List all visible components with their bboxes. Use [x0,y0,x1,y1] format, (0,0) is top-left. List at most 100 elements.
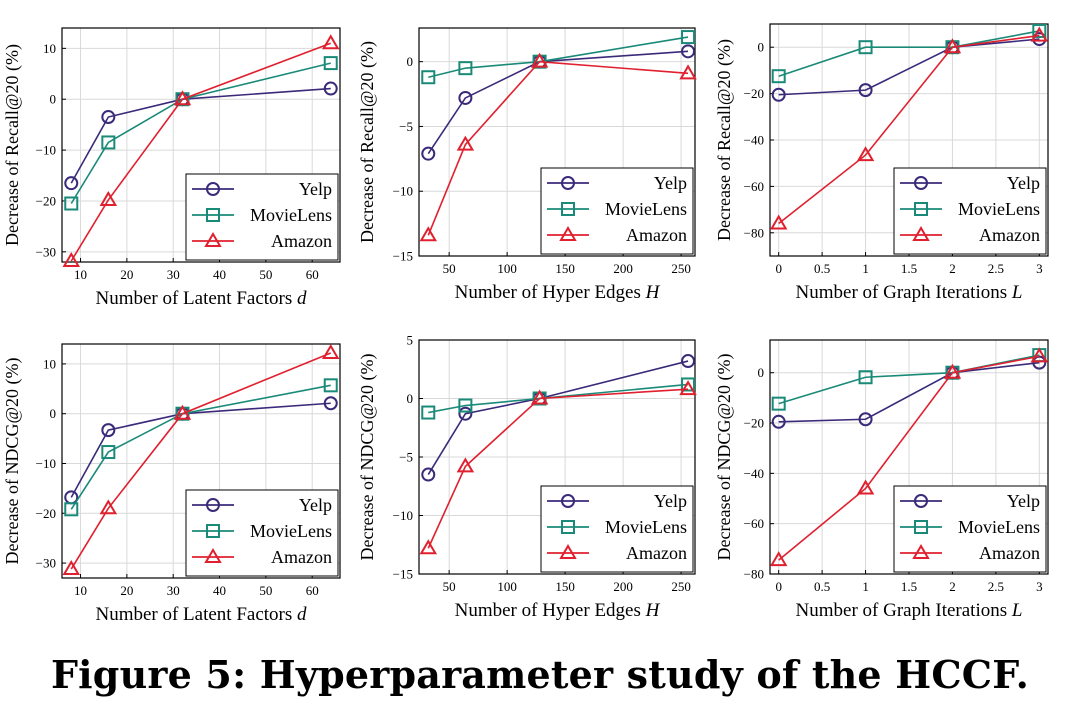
data-point-yelp [771,87,786,102]
legend-marker-movielens [914,202,928,216]
x-tick-label: 1.5 [901,579,917,594]
x-tick-label: 50 [259,267,272,282]
x-tick-label: 2.5 [988,579,1004,594]
x-tick-label: 200 [613,261,633,276]
x-axis-label: Number of Latent Factors d [95,288,307,309]
x-tick-label: 2 [949,579,956,594]
legend-label-yelp: Yelp [1007,173,1040,193]
y-axis-ticks: −15 −10 −5 0 [393,54,423,264]
y-tick-label: −15 [393,249,413,264]
y-tick-label: −10 [36,143,56,158]
data-point-amazon [679,64,697,80]
legend: Yelp MovieLens Amazon [185,489,339,577]
legend-marker-yelp [206,182,220,196]
data-point-amazon [769,214,788,230]
x-axis-ticks: 0 0.5 1 1.5 2 2.5 3 [775,252,1043,276]
x-tick-label: 0 [775,261,782,276]
data-point-yelp [771,414,786,429]
series-movielens [64,56,338,211]
x-axis-label: Number of Graph Iterations L [796,282,1023,303]
y-tick-label: −10 [36,456,56,471]
legend: Yelp MovieLens Amazon [185,173,339,261]
y-tick-label: 0 [758,40,765,55]
data-point-movielens [458,398,473,413]
x-tick-label: 50 [443,579,456,594]
legend-label-movielens: MovieLens [605,199,687,219]
legend-marker-yelp [914,494,928,508]
x-tick-label: 1.5 [901,261,917,276]
data-point-yelp [458,406,473,421]
data-point-amazon [419,226,438,242]
y-axis-ticks: −30 −20 −10 0 10 [36,41,66,259]
x-tick-label: 30 [167,583,180,598]
x-axis-ticks: 0 0.5 1 1.5 2 2.5 3 [775,570,1043,594]
chart-ndcg-graph-iterations: 0 0.5 1 1.5 2 2.5 3 −80 −60 −40 −20 0 Number of Grap… [714,339,1049,621]
data-point-yelp [64,176,79,191]
x-tick-label: 150 [555,261,575,276]
legend: Yelp MovieLens Amazon [540,167,694,255]
x-axis-ticks: 50 100 150 200 250 [443,252,691,276]
legend-marker-movielens [206,524,220,538]
x-tick-label: 50 [443,261,456,276]
legend-label-movielens: MovieLens [250,205,332,225]
y-tick-label: −20 [744,416,764,431]
x-tick-label: 60 [306,583,319,598]
y-axis-label: Decrease of Recall@20 (%) [357,41,378,243]
series-line-amazon [427,388,689,549]
chart-recall-hyper-edges: 50 100 150 200 250 −15 −10 −5 0 Number of Hyper E… [357,27,697,303]
data-point-yelp [421,146,436,161]
data-point-amazon [856,479,875,495]
y-tick-label: −30 [36,556,56,571]
legend: Yelp MovieLens Amazon [893,485,1047,573]
series-line-amazon [427,60,689,236]
data-point-yelp [323,81,338,96]
data-point-amazon [173,90,192,106]
data-point-yelp [458,90,473,105]
data-point-amazon [456,457,475,473]
y-axis-label: Decrease of NDCG@20 (%) [2,357,23,564]
series-line-yelp [427,360,689,475]
plot-frame [61,343,341,579]
legend-label-amazon: Amazon [271,231,332,251]
y-tick-label: −5 [399,450,413,465]
y-tick-label: 0 [758,365,765,380]
legend-label-movielens: MovieLens [250,521,332,541]
figure-caption: Figure 5: Hyperparameter study of the HC… [50,652,1030,697]
legend-marker-yelp [914,176,928,190]
x-axis-ticks: 10 20 30 40 50 60 [74,258,319,282]
x-tick-label: 0 [775,579,782,594]
data-point-amazon [679,380,697,396]
x-tick-label: 60 [306,267,319,282]
series-line-amazon [778,34,1040,225]
legend-label-movielens: MovieLens [958,199,1040,219]
legend-marker-amazon [559,226,577,241]
y-tick-label: −80 [744,567,764,582]
data-point-yelp [421,467,436,482]
data-point-amazon [943,38,962,54]
data-point-yelp [681,44,696,59]
data-point-movielens [323,378,338,393]
x-tick-label: 100 [497,579,517,594]
y-tick-label: −20 [36,193,56,208]
legend-marker-amazon [204,232,222,247]
data-point-amazon [530,52,549,68]
legend-label-yelp: Yelp [654,173,687,193]
series-amazon [62,343,340,576]
series-line-movielens [428,383,689,414]
legend-marker-movielens [561,520,575,534]
y-tick-label: −80 [744,225,764,240]
x-tick-label: 2 [949,261,956,276]
data-point-yelp [681,354,696,369]
data-point-amazon [62,560,81,576]
series-line-yelp [778,38,1040,96]
x-tick-label: 100 [497,261,517,276]
data-point-yelp [101,110,116,125]
x-tick-label: 150 [555,579,575,594]
chart-ndcg-latent-factors: 10 20 30 40 50 60 −30 −20 −10 0 10 Number of Latent… [2,343,341,625]
y-tick-label: −5 [399,119,413,134]
data-point-movielens [681,30,696,45]
x-tick-label: 1 [862,261,869,276]
legend-label-yelp: Yelp [299,495,332,515]
series-line-movielens [70,62,331,204]
